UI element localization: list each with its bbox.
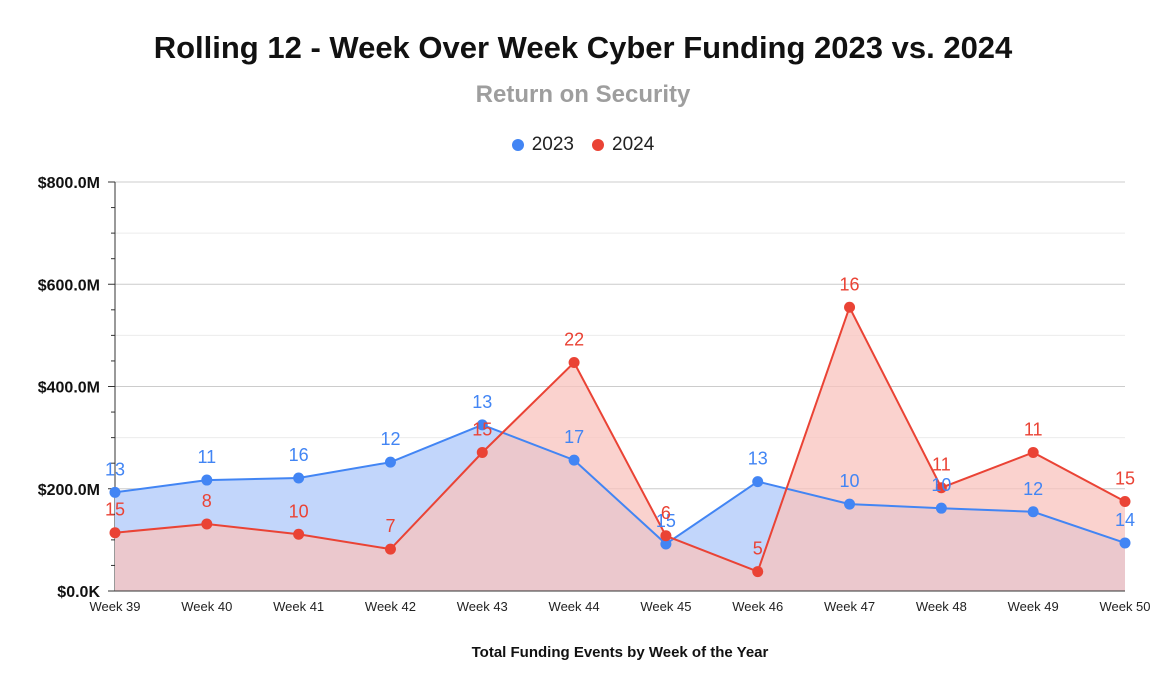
legend-marker-2024 — [592, 139, 604, 151]
y-tick-label: $400.0M — [38, 380, 100, 397]
data-label-2024: 8 — [202, 491, 212, 511]
data-point-2023[interactable] — [844, 498, 856, 510]
data-point-2023[interactable] — [935, 502, 947, 514]
data-label-2023: 12 — [380, 429, 400, 449]
data-point-2023[interactable] — [476, 419, 488, 431]
series-line-2023 — [114, 423, 1126, 546]
legend-label-2023: 2023 — [531, 134, 574, 155]
data-point-2023[interactable] — [660, 538, 672, 550]
chart-subtitle: Return on Security — [475, 81, 691, 108]
x-tick-label: Week 47 — [824, 599, 875, 614]
data-label-2023: 12 — [1023, 479, 1043, 499]
x-tick-label: Week 48 — [916, 599, 967, 614]
legend-item-2023[interactable]: 2023 — [511, 134, 574, 156]
data-label-2023: 10 — [931, 475, 951, 495]
data-point-2024[interactable] — [568, 356, 580, 368]
data-point-2024[interactable] — [109, 527, 121, 539]
data-label-2024: 6 — [661, 503, 671, 523]
data-label-2024: 11 — [1024, 419, 1043, 439]
data-label-2024: 16 — [840, 274, 860, 294]
x-tick-label: Week 44 — [549, 599, 600, 614]
data-point-2023[interactable] — [752, 476, 764, 488]
data-point-2024[interactable] — [844, 301, 856, 313]
data-label-2023: 13 — [105, 459, 125, 479]
data-label-2024: 10 — [289, 501, 309, 521]
data-point-2024[interactable] — [1119, 496, 1131, 508]
data-label-2024: 22 — [564, 329, 584, 349]
x-axis-title: Total Funding Events by Week of the Year — [471, 644, 769, 661]
data-label-2023: 13 — [748, 449, 768, 469]
x-tick-label: Week 45 — [640, 599, 691, 614]
data-label-2024: 7 — [385, 516, 395, 536]
data-point-2023[interactable] — [1119, 537, 1131, 549]
legend-marker-2023 — [511, 139, 524, 151]
x-tick-label: Week 43 — [457, 599, 508, 614]
data-point-2024[interactable] — [935, 482, 947, 494]
data-label-2023: 17 — [564, 427, 584, 447]
y-tick-label: $600.0M — [38, 277, 100, 294]
data-point-2023[interactable] — [568, 454, 580, 466]
y-tick-label: $200.0M — [38, 482, 100, 499]
data-label-2024: 15 — [105, 500, 125, 520]
data-point-2023[interactable] — [293, 472, 305, 484]
chart-legend: 2023 2024 — [0, 134, 1166, 156]
x-tick-label: Week 49 — [1008, 599, 1059, 614]
data-label-2023: 11 — [197, 447, 216, 467]
series-line-2024 — [114, 304, 1126, 573]
data-label-2023: 16 — [289, 445, 309, 465]
data-point-2024[interactable] — [293, 528, 305, 540]
x-tick-label: Week 41 — [273, 599, 324, 614]
data-point-2023[interactable] — [384, 456, 396, 468]
data-point-2023[interactable] — [109, 486, 121, 498]
x-tick-label: Week 42 — [365, 599, 416, 614]
x-tick-label: Week 46 — [732, 599, 783, 614]
data-label-2023: 14 — [1115, 510, 1135, 530]
data-point-2024[interactable] — [201, 518, 213, 530]
y-tick-label: $800.0M — [38, 175, 100, 192]
data-point-2024[interactable] — [1027, 446, 1039, 458]
data-point-2024[interactable] — [476, 446, 488, 458]
chart-title: Rolling 12 - Week Over Week Cyber Fundin… — [153, 30, 1013, 65]
x-tick-label: Week 39 — [89, 599, 140, 614]
data-point-2024[interactable] — [660, 530, 672, 542]
data-point-2023[interactable] — [201, 474, 213, 486]
data-label-2023: 13 — [472, 392, 492, 412]
legend-item-2024[interactable]: 2024 — [592, 134, 654, 156]
data-label-2024: 15 — [1115, 469, 1135, 489]
x-tick-label: Week 40 — [181, 599, 232, 614]
data-label-2024: 11 — [932, 455, 951, 475]
data-label-2023: 15 — [656, 511, 676, 531]
legend-label-2024: 2024 — [612, 134, 655, 155]
data-label-2024: 5 — [753, 539, 763, 559]
data-label-2023: 10 — [840, 471, 860, 491]
y-tick-label: $0.0K — [57, 584, 100, 601]
x-tick-label: Week 50 — [1099, 599, 1150, 614]
data-point-2023[interactable] — [1027, 506, 1039, 518]
data-point-2024[interactable] — [752, 566, 764, 578]
data-label-2024: 15 — [472, 419, 492, 439]
data-point-2024[interactable] — [384, 543, 396, 555]
